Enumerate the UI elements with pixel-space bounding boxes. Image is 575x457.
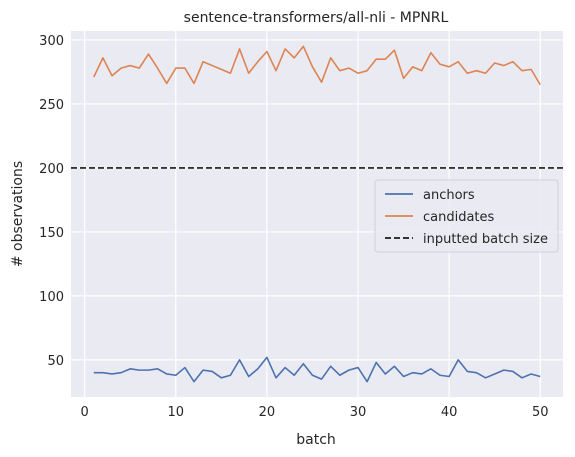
x-tick-label: 20 [259, 405, 276, 420]
y-tick-labels: 50 100 150 200 250 300 [39, 34, 64, 369]
legend-entry-label: anchors [423, 188, 475, 203]
legend-entry-label: candidates [423, 210, 495, 225]
y-tick-label: 100 [39, 290, 64, 305]
y-tick-label: 300 [39, 34, 64, 49]
series-lines [93, 45, 541, 383]
y-tick-label: 200 [39, 162, 64, 177]
x-tick-label: 50 [532, 405, 549, 420]
series-line-candidates [93, 45, 541, 86]
x-tick-label: 0 [81, 405, 89, 420]
x-tick-labels: 0 10 20 30 40 50 [81, 405, 549, 420]
y-axis-label: # observations [10, 161, 26, 267]
series-line-anchors [93, 356, 541, 383]
legend-box [374, 179, 559, 253]
legend: anchors candidates inputted batch size [374, 179, 559, 253]
legend-entry-label: inputted batch size [423, 232, 548, 247]
chart-title: sentence-transformers/all-nli - MPNRL [184, 10, 449, 26]
x-axis-label: batch [296, 432, 336, 448]
y-tick-label: 250 [39, 98, 64, 113]
x-tick-label: 30 [350, 405, 367, 420]
y-tick-label: 50 [47, 354, 64, 369]
x-tick-label: 10 [168, 405, 185, 420]
x-tick-label: 40 [441, 405, 458, 420]
y-tick-label: 150 [39, 226, 64, 241]
